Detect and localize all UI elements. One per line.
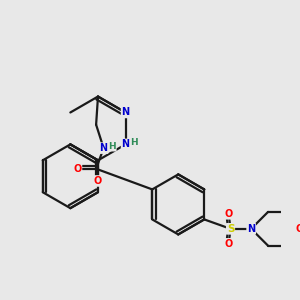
Text: H: H <box>108 142 116 151</box>
Text: N: N <box>100 143 108 153</box>
Text: H: H <box>130 138 138 147</box>
Text: N: N <box>247 224 255 234</box>
Text: O: O <box>296 224 300 234</box>
Text: O: O <box>224 239 233 249</box>
Text: O: O <box>224 209 233 219</box>
Text: N: N <box>122 107 130 118</box>
Text: O: O <box>73 164 82 174</box>
Text: S: S <box>227 224 234 234</box>
Text: O: O <box>94 176 102 186</box>
Text: N: N <box>122 140 130 149</box>
